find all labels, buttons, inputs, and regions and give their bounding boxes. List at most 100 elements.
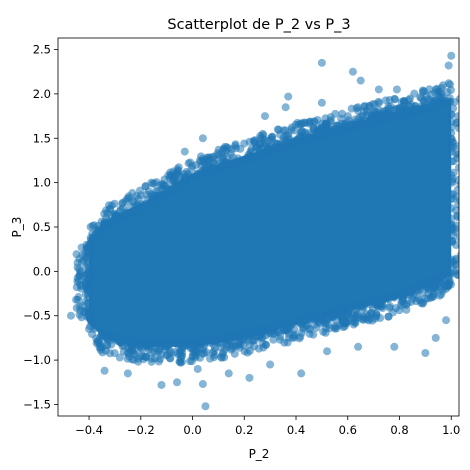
outlier-point <box>72 295 81 304</box>
scatter-point <box>325 128 334 137</box>
scatter-point <box>166 171 175 180</box>
scatter-point <box>238 335 247 344</box>
scatter-point <box>355 313 364 322</box>
scatter-point <box>447 177 456 186</box>
scatter-point <box>363 119 372 128</box>
scatter-point <box>360 102 369 111</box>
scatter-point <box>217 149 226 158</box>
scatter-point <box>275 140 284 149</box>
scatter-point <box>160 342 169 351</box>
y-tick-label: 1.5 <box>33 131 51 145</box>
scatter-point <box>121 197 130 206</box>
scatter-point <box>374 295 383 304</box>
scatter-point <box>257 139 266 148</box>
outlier-point <box>297 369 306 378</box>
scatter-point <box>110 199 119 208</box>
outlier-point <box>317 58 326 67</box>
scatter-point <box>199 345 208 354</box>
scatter-point <box>390 291 399 300</box>
outlier-point <box>66 311 75 320</box>
scatter-point <box>148 179 157 188</box>
scatter-point <box>412 105 421 114</box>
scatter-point <box>188 162 197 171</box>
scatter-point <box>384 109 393 118</box>
scatter-point <box>144 345 153 354</box>
outlier-point <box>90 221 99 230</box>
scatter-point <box>295 134 304 143</box>
scatter-point <box>144 339 153 348</box>
scatter-point <box>448 237 457 246</box>
scatter-point <box>231 140 240 149</box>
y-tick-label: 2.5 <box>33 43 51 57</box>
scatter-point <box>284 333 293 342</box>
scatter-point <box>102 206 111 215</box>
y-axis: −1.5 −1.0 −0.5 0.0 0.5 1.0 1.5 2.0 2.5 <box>23 43 58 411</box>
outlier-point <box>442 316 451 325</box>
x-tick-label: 0.8 <box>390 423 408 437</box>
scatter-point <box>114 335 123 344</box>
scatter-point <box>240 139 249 148</box>
scatter-point <box>78 250 87 259</box>
scatter-point <box>243 348 252 357</box>
x-tick-label: 0.6 <box>339 423 357 437</box>
scatter-point <box>458 220 459 223</box>
scatter-point <box>450 97 459 106</box>
scatter-point <box>185 357 194 366</box>
scatter-point <box>176 354 185 363</box>
scatter-point <box>310 132 319 141</box>
scatter-point <box>216 343 225 352</box>
outlier-point <box>82 240 91 249</box>
scatter-point <box>382 294 391 303</box>
scatter-point <box>399 300 408 309</box>
scatter-point <box>179 178 188 187</box>
scatter-point <box>222 341 231 350</box>
scatter-point <box>208 335 217 344</box>
scatter-point <box>254 344 263 353</box>
scatter-point <box>325 324 334 333</box>
outlier-point <box>431 333 440 342</box>
outlier-point <box>421 349 430 357</box>
scatter-point <box>147 357 156 366</box>
scatter-point <box>256 131 265 140</box>
scatter-point <box>395 104 404 113</box>
x-tick-label: 0.4 <box>287 423 305 437</box>
scatter-point <box>179 341 188 350</box>
scatter-point <box>142 353 151 362</box>
y-tick-label: −1.0 <box>23 353 51 367</box>
outlier-point <box>444 79 453 88</box>
scatter-point <box>448 257 457 266</box>
scatter-point <box>437 290 446 299</box>
y-tick-label: −0.5 <box>23 309 51 323</box>
scatter-point <box>206 164 215 173</box>
scatter-point <box>119 341 128 350</box>
scatter-point <box>419 87 428 96</box>
scatter-point <box>340 322 349 331</box>
scatter-point <box>123 209 132 218</box>
scatter-point <box>332 324 341 333</box>
scatter-point <box>458 183 459 189</box>
scatter-point <box>304 324 313 333</box>
scatter-point <box>148 196 157 205</box>
scatter-point <box>447 214 456 223</box>
scatter-point <box>390 95 399 104</box>
scatter-point <box>87 318 96 327</box>
scatter-point <box>295 334 304 343</box>
scatter-point <box>343 112 352 121</box>
scatter-point <box>450 267 459 276</box>
scatter-point <box>84 250 93 259</box>
scatter-point <box>447 147 456 156</box>
scatter-point <box>275 335 284 344</box>
scatter-point <box>230 158 239 167</box>
scatter-point <box>75 302 84 311</box>
x-tick-label: 0.0 <box>183 423 201 437</box>
scatter-point <box>453 213 459 222</box>
outlier-point <box>323 347 332 356</box>
x-tick-label: 1.0 <box>442 423 460 437</box>
scatter-point <box>404 95 413 104</box>
scatter-point <box>321 119 330 128</box>
scatter-point <box>407 297 416 306</box>
scatter-point <box>75 265 84 274</box>
scatter-point <box>269 335 278 344</box>
scatter-point <box>284 132 293 141</box>
outlier-point <box>392 85 401 94</box>
